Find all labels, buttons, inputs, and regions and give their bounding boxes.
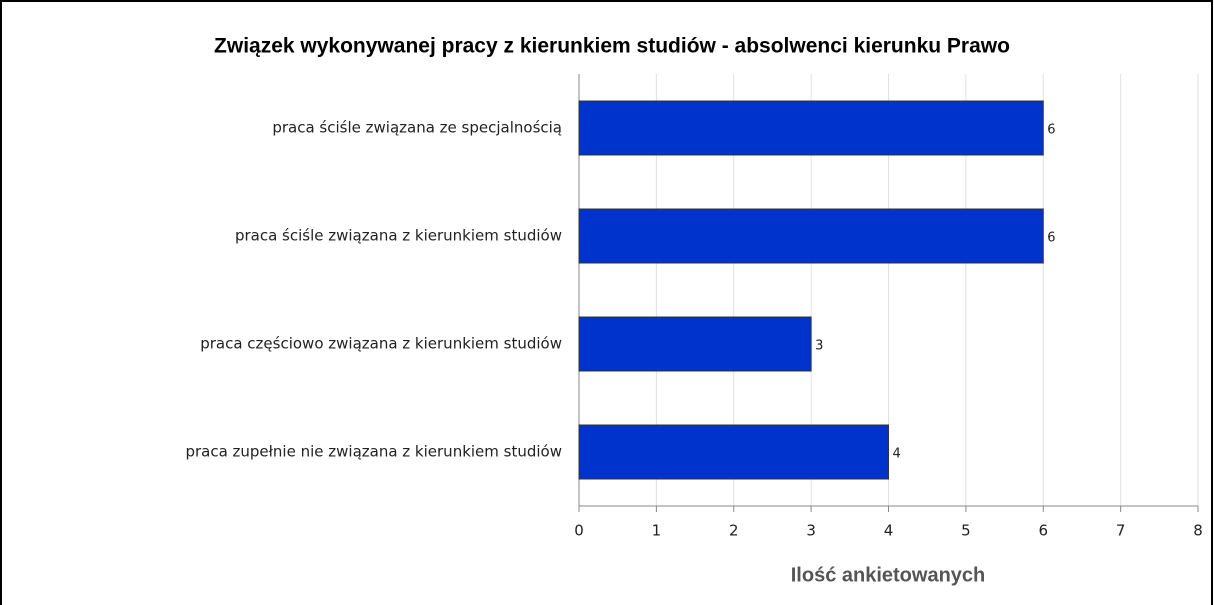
x-tick-label: 1 — [652, 522, 662, 540]
x-tick-label: 4 — [884, 522, 894, 540]
bar — [578, 208, 1044, 264]
data-label: 3 — [815, 339, 823, 354]
y-tick-label: praca zupełnie nie związana z kierunkiem… — [185, 443, 562, 461]
x-tick-label: 0 — [574, 522, 584, 540]
x-tick-label: 2 — [729, 522, 739, 540]
x-axis-label: Ilość ankietowanych — [791, 564, 986, 586]
data-label: 6 — [1047, 231, 1055, 246]
x-tick-label: 3 — [806, 522, 816, 540]
y-tick-label: praca ściśle związana z kierunkiem studi… — [235, 227, 562, 245]
x-tick-label: 8 — [1193, 522, 1203, 540]
bar — [578, 316, 812, 372]
bar — [578, 100, 1044, 156]
x-tick-label: 6 — [1038, 522, 1048, 540]
bar — [578, 424, 889, 480]
x-tick-label: 7 — [1116, 522, 1126, 540]
y-tick-label: praca ściśle związana ze specjalnością — [272, 119, 562, 137]
data-label: 4 — [893, 447, 901, 462]
data-label: 6 — [1047, 123, 1055, 138]
y-tick-label: praca częściowo związana z kierunkiem st… — [200, 335, 562, 353]
chart-title: Związek wykonywanej pracy z kierunkiem s… — [214, 35, 1010, 58]
x-tick-label: 5 — [961, 522, 971, 540]
